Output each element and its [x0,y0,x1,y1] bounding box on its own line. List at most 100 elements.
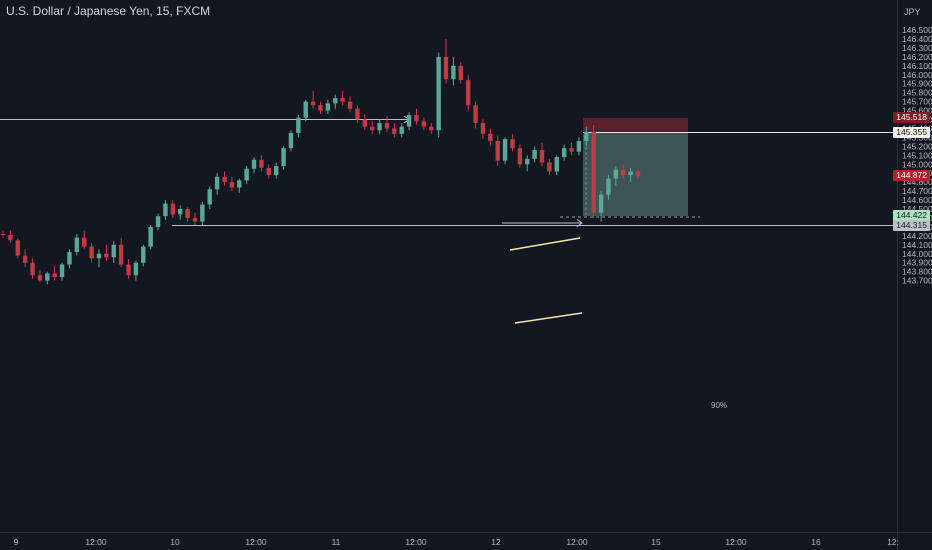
candle-body [200,204,205,222]
candle-body [362,119,368,127]
candle-body [141,246,146,263]
y-tick-label: 143.800 [902,267,932,277]
candle-body [310,101,316,106]
candle-body [74,237,80,252]
candle-body [591,132,596,213]
candle-body [251,159,257,169]
y-tick-label: 143.700 [902,276,932,286]
y-tick-label: 145.600 [902,106,932,116]
candle-body [82,237,87,247]
target-zone [583,132,688,216]
candle-body [178,209,183,215]
y-tick-label: 145.700 [902,97,932,107]
y-tick-label: 144.000 [902,249,932,259]
candle-body [561,148,567,158]
chart-title: U.S. Dollar / Japanese Yen, 15, FXCM [6,4,211,18]
y-tick-label: 145.800 [902,88,932,98]
candle-body [547,162,552,172]
x-tick-label: 12:00 [725,537,747,547]
candle-body [576,140,582,152]
candle-body [288,132,294,149]
candle-body [392,128,397,134]
candle-body [517,148,523,165]
x-tick-label: 12:00 [566,537,588,547]
x-tick-label: 12:00 [245,537,267,547]
candle-body [214,176,220,190]
candle-body [192,217,198,222]
candle-body [185,209,190,218]
candle-body [539,149,545,163]
candle-body [377,123,382,131]
y-tick-label: 144.100 [902,240,932,250]
price-tag: 144.872 [893,170,930,182]
y-tick-label: 146.300 [902,43,932,53]
percent-label: 90% [711,401,728,410]
y-tick-label: 146.400 [902,34,932,44]
candle-body [126,264,131,276]
stop-zone [583,117,688,133]
candle-body [266,167,272,175]
candle-body [340,98,345,102]
y-tick-label: 146.100 [902,61,932,71]
candle-body [89,246,94,259]
candle-body [569,148,574,152]
candle-body [22,255,28,263]
candle-body [244,168,249,181]
candle-body [67,251,72,265]
candle-body [303,101,308,118]
x-tick-label: 12 [491,537,501,547]
channel-upper [509,237,581,251]
candle-body [443,56,449,80]
candle-body [30,262,35,276]
y-tick-label: 144.600 [902,195,932,205]
flag-arrow-head [576,219,583,227]
currency-label[interactable]: JPY [904,7,921,17]
candle-body [259,159,264,168]
candle-body [237,180,242,188]
candle-body [52,273,57,278]
candle-body [333,98,338,104]
y-tick-label: 146.200 [902,52,932,62]
candle-body [133,262,139,276]
x-tick-label: 10 [170,537,180,547]
candle-body [148,226,153,247]
candle-body [429,126,434,131]
x-tick-label: 12:00 [85,537,107,547]
candle-body [458,65,463,81]
y-tick-label: 144.700 [902,186,932,196]
candle-body [347,101,353,109]
candle-body [495,140,500,161]
candle-body [222,176,227,183]
candle-body [355,108,360,120]
price-tag: 145.355 [893,126,930,138]
candle-body [414,115,419,122]
candle-body [111,244,116,258]
candle-body [635,171,641,176]
candle-body [273,166,279,175]
y-tick-label: 144.800 [902,177,932,187]
candle-body [510,139,515,149]
candle-body [465,80,471,106]
y-tick-label: 146.000 [902,70,932,80]
y-tick-label: 145.200 [902,141,932,151]
candle-body [421,121,427,127]
candle-body [296,117,301,133]
candle-body [606,178,611,195]
price-tag: 145.518 [893,112,930,124]
candle-body [281,148,286,167]
candle-body [318,105,323,111]
candle-body [554,157,559,172]
candle-body [384,123,390,129]
candle-body [15,240,20,256]
candle-body [525,158,530,165]
candle-body [229,182,235,188]
x-tick-label: 12: [887,537,899,547]
candle-body [584,132,589,141]
candle-body [118,244,124,265]
candle-body [406,115,412,127]
candle-body [325,103,331,111]
x-tick-label: 15 [651,537,661,547]
y-tick-label: 144.500 [902,204,932,214]
price-tag: 144.315 [893,220,930,232]
